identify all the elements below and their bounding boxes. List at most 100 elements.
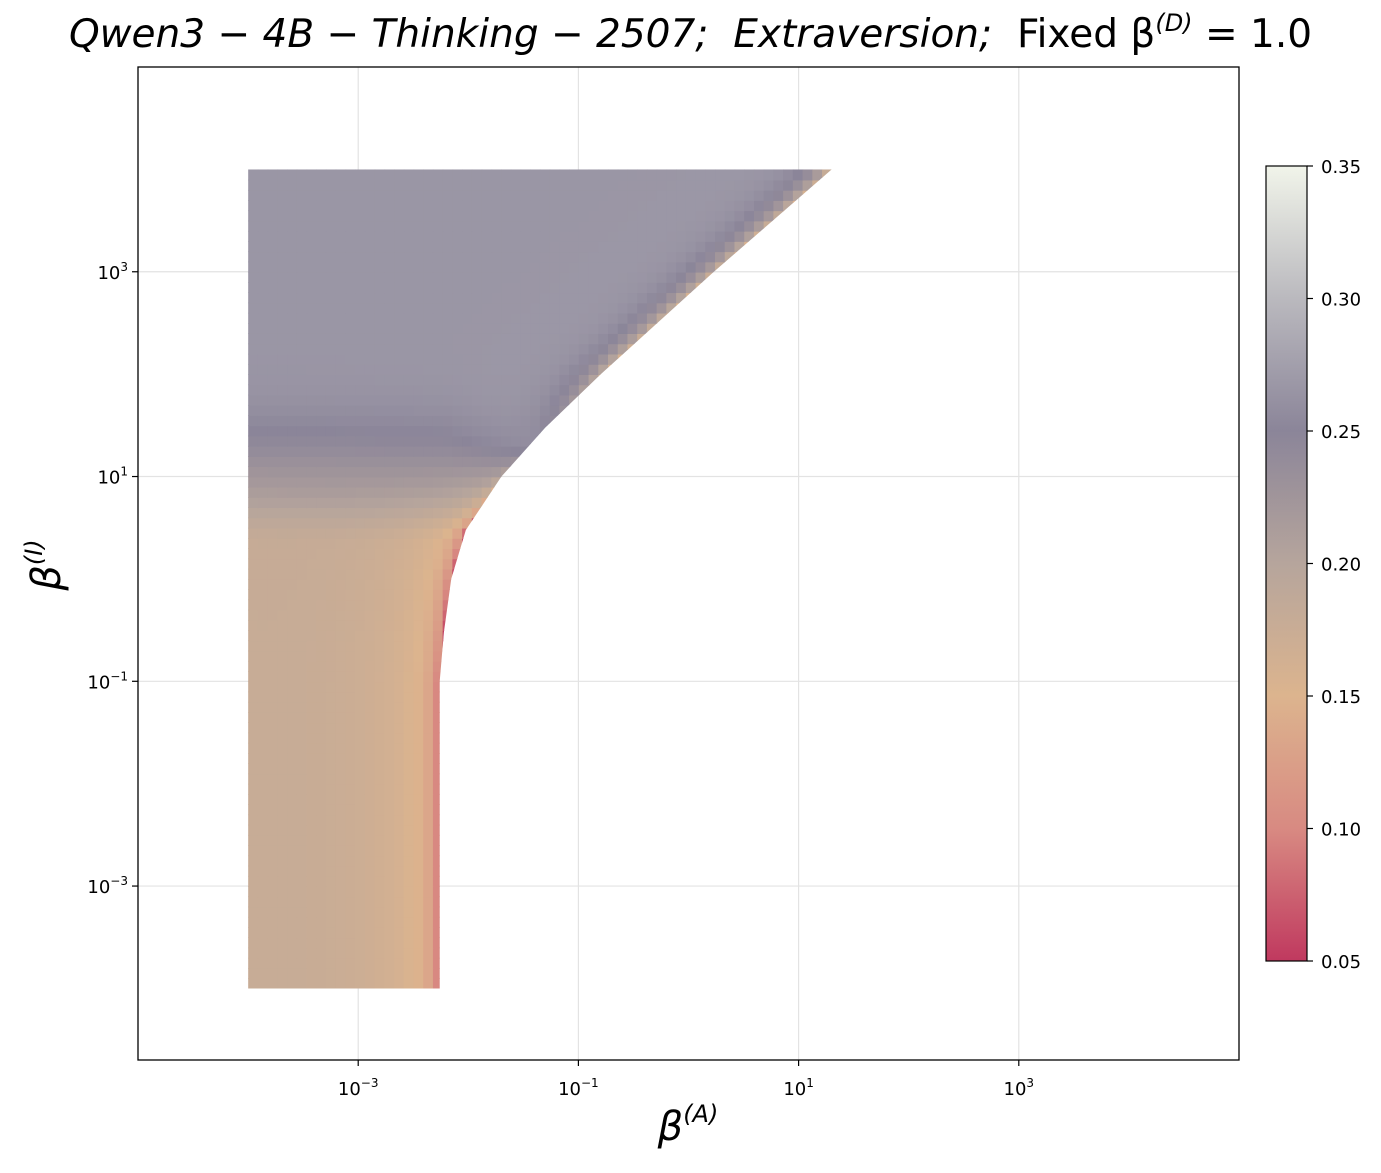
heat-cell xyxy=(510,251,522,263)
heat-cell xyxy=(481,241,493,253)
heat-cell xyxy=(384,251,395,263)
heat-cell xyxy=(384,374,395,386)
heat-cell xyxy=(248,742,259,754)
heat-cell xyxy=(588,312,600,324)
heat-cell xyxy=(335,179,347,191)
heat-cell xyxy=(335,169,347,181)
heat-cell xyxy=(530,282,541,294)
heat-cell xyxy=(316,640,327,652)
heat-cell xyxy=(588,271,600,283)
heat-cell xyxy=(510,343,522,355)
heat-cell xyxy=(656,189,668,201)
heat-cell xyxy=(462,363,473,375)
heat-cell xyxy=(384,845,395,857)
heat-cell xyxy=(277,742,288,754)
heat-cell xyxy=(753,189,765,201)
heat-cell xyxy=(316,824,327,836)
heat-cell xyxy=(345,599,356,611)
heat-cell xyxy=(277,783,288,795)
heat-cell xyxy=(520,333,531,345)
heat-cell xyxy=(666,282,677,294)
heat-cell xyxy=(364,548,376,560)
heat-cell xyxy=(403,210,415,222)
heat-cell xyxy=(442,722,454,734)
heat-cell xyxy=(287,722,298,734)
heat-cell xyxy=(257,896,269,908)
heat-cell xyxy=(452,251,463,263)
heat-cell xyxy=(462,548,473,560)
heat-cell xyxy=(413,200,424,212)
heat-cell xyxy=(355,671,366,683)
heat-cell xyxy=(471,466,483,478)
heat-cell xyxy=(676,282,687,294)
heat-cell xyxy=(646,251,658,263)
heat-cell xyxy=(316,425,327,437)
heat-cell xyxy=(296,210,308,222)
heat-cell xyxy=(394,875,405,887)
heat-cell xyxy=(617,179,629,191)
heat-cell xyxy=(598,241,609,253)
heat-cell xyxy=(335,527,347,539)
heat-cell xyxy=(287,445,298,457)
heat-cell xyxy=(306,671,317,683)
heat-cell xyxy=(277,793,288,805)
heat-cell xyxy=(520,292,531,304)
heat-cell xyxy=(394,967,405,979)
heat-cell xyxy=(452,456,463,468)
heat-cell xyxy=(257,650,269,662)
heat-cell xyxy=(355,271,366,283)
heat-cell xyxy=(394,220,405,232)
heat-cell xyxy=(277,947,288,959)
heat-cell xyxy=(676,251,687,263)
heat-cell xyxy=(491,230,502,242)
heat-cell xyxy=(481,456,493,468)
heat-cell xyxy=(432,363,444,375)
heat-cell xyxy=(374,322,386,334)
heat-cell xyxy=(306,783,317,795)
heat-cell xyxy=(744,241,755,253)
heat-cell xyxy=(753,230,765,242)
heat-cell xyxy=(248,384,259,396)
heat-cell xyxy=(413,660,424,672)
heat-cell xyxy=(481,343,493,355)
heat-cell xyxy=(569,363,580,375)
heat-cell xyxy=(413,763,424,775)
heat-cell xyxy=(520,363,531,375)
heat-cell xyxy=(549,384,561,396)
heat-cell xyxy=(442,200,454,212)
heat-cell xyxy=(257,978,269,989)
heat-cell xyxy=(549,353,561,365)
heat-cell xyxy=(316,967,327,979)
heat-cell xyxy=(462,435,473,447)
heat-cell xyxy=(335,855,347,867)
heat-cell xyxy=(481,486,493,498)
heat-cell xyxy=(306,630,317,642)
heat-cell xyxy=(413,722,424,734)
heat-cell xyxy=(277,384,288,396)
heat-cell xyxy=(325,394,337,406)
heat-cell xyxy=(345,537,356,549)
heat-cell xyxy=(287,251,298,263)
heat-cell xyxy=(296,302,308,314)
heat-cell xyxy=(471,476,483,488)
heat-cell xyxy=(403,609,415,621)
heat-cell xyxy=(296,241,308,253)
heat-cell xyxy=(403,967,415,979)
heat-cell xyxy=(676,302,687,314)
heat-cell xyxy=(257,640,269,652)
heat-cell xyxy=(325,374,337,386)
heat-cell xyxy=(413,353,424,365)
heat-cell xyxy=(432,384,444,396)
heat-cell xyxy=(501,241,512,253)
heat-cell xyxy=(432,752,444,764)
heat-cell xyxy=(248,517,259,529)
heat-cell xyxy=(345,230,356,242)
colorbar-tick-label-0: 0.05 xyxy=(1321,952,1361,973)
heat-cell xyxy=(374,947,386,959)
heat-cell xyxy=(413,886,424,898)
heat-cell xyxy=(257,671,269,683)
heat-cell xyxy=(549,241,561,253)
heat-cell xyxy=(763,179,775,191)
heat-cell xyxy=(335,302,347,314)
heat-cell xyxy=(316,220,327,232)
